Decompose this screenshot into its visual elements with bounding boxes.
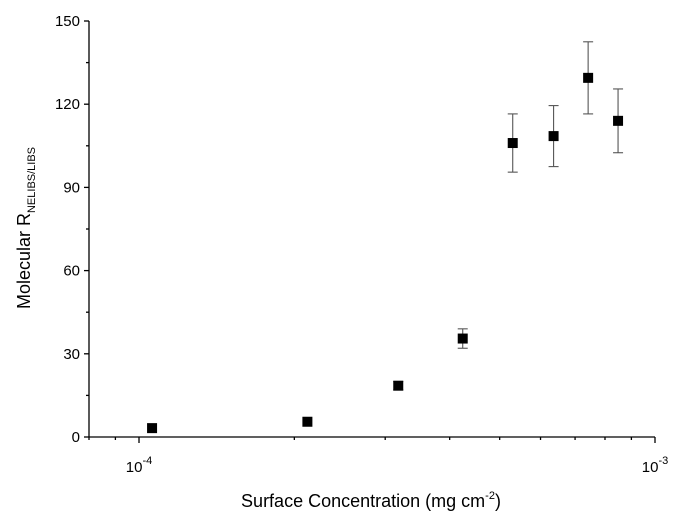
plot-axes	[88, 21, 655, 438]
data-point	[548, 131, 559, 142]
data-point	[302, 416, 313, 427]
data-point	[147, 423, 158, 434]
data-point	[457, 333, 468, 344]
y-tick-label: 30	[63, 346, 80, 363]
y-tick-label: 150	[55, 13, 80, 30]
axis-ticks: 0 30 60 90 120 150 10-4 10-3	[55, 13, 668, 476]
data-markers	[147, 72, 624, 434]
data-point	[507, 138, 518, 149]
x-tick-label: 10-3	[642, 455, 668, 476]
error-bars	[393, 41, 624, 391]
data-point	[583, 72, 594, 83]
y-tick-label: 120	[55, 96, 80, 113]
y-tick-label: 0	[72, 429, 80, 446]
x-tick-label: 10-4	[126, 455, 152, 476]
x-axis-title: Surface Concentration (mg cm-2)	[241, 490, 501, 511]
data-point	[613, 115, 624, 126]
y-tick-label: 60	[63, 263, 80, 280]
y-tick-label: 90	[63, 179, 80, 196]
y-axis-title: Molecular RNELIBS/LIBS	[14, 147, 38, 309]
data-point	[393, 380, 404, 391]
